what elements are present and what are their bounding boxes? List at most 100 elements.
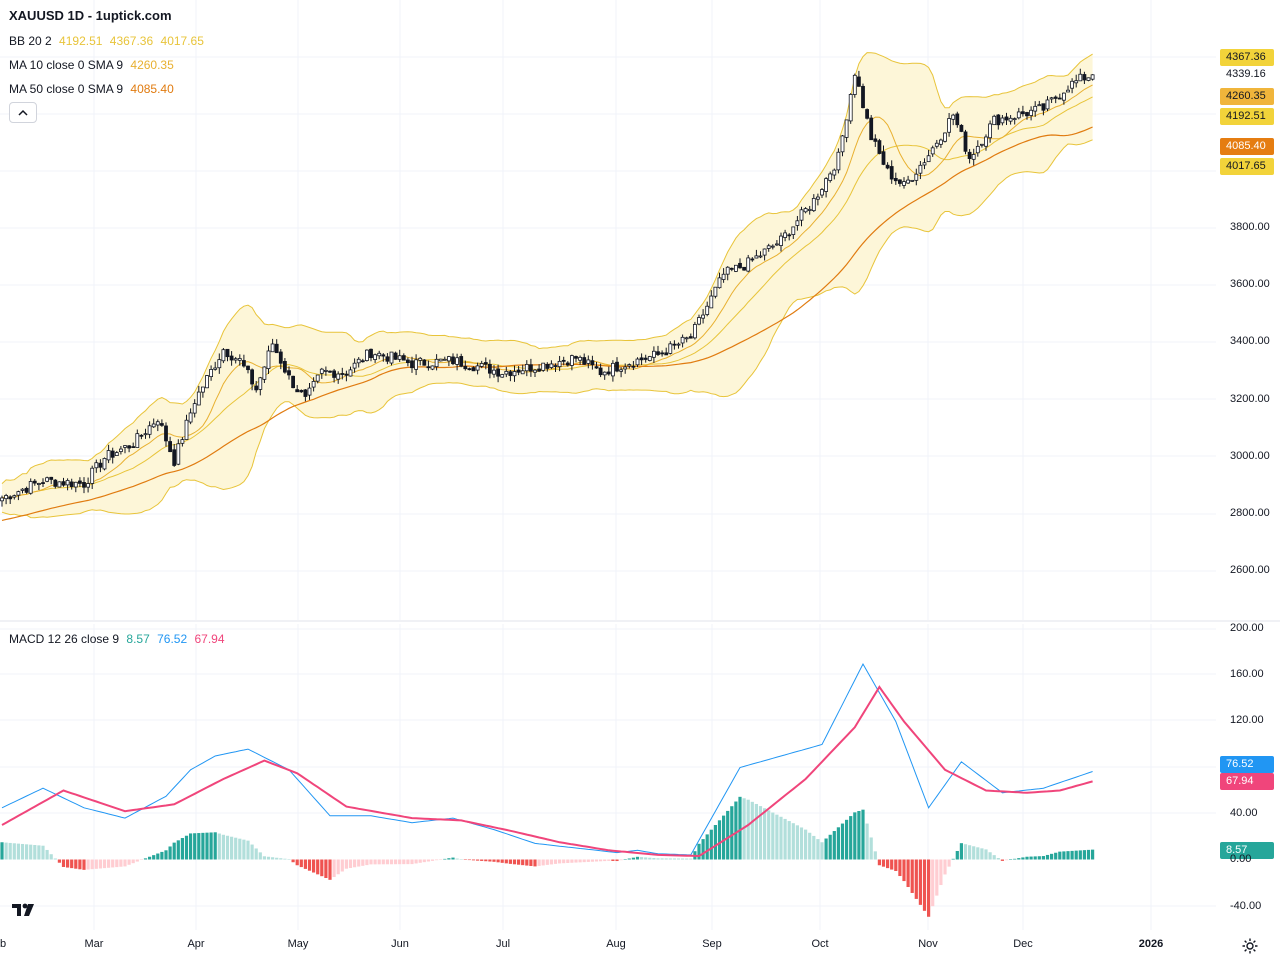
macd-hist-bar	[705, 834, 709, 860]
macd-hist-bar	[845, 819, 849, 860]
macd-hist-bar	[1017, 858, 1021, 860]
time-tick: b	[0, 938, 7, 950]
macd-hist-bar	[865, 823, 869, 860]
macd-hist-bar	[193, 833, 197, 860]
time-tick: Nov	[918, 938, 938, 950]
macd-hist-bar	[45, 849, 49, 860]
price-tick: 2600.00	[1230, 564, 1270, 576]
tradingview-logo-icon[interactable]	[10, 900, 40, 920]
macd-hist-bar	[496, 859, 500, 863]
candle-body	[479, 363, 484, 367]
macd-hist-bar	[943, 859, 947, 875]
macd-hist-bar	[25, 844, 29, 860]
candle-body	[123, 445, 127, 448]
macd-hist-bar	[922, 859, 927, 911]
macd-hist-bar	[840, 823, 845, 860]
candle-body	[623, 366, 628, 370]
macd-signal-badge: 67.94	[1220, 773, 1274, 790]
macd-hist-bar	[521, 859, 525, 866]
ma50-legend[interactable]: MA 50 close 0 SMA 9 4085.40	[9, 82, 174, 96]
candle-body	[721, 273, 726, 280]
candle-body	[836, 151, 841, 171]
candle-body	[524, 363, 529, 372]
candle-body	[410, 360, 414, 369]
candle-body	[1082, 74, 1087, 81]
macd-hist-bar	[0, 842, 4, 860]
candle-body	[262, 366, 267, 380]
macd-hist-bar	[660, 858, 664, 860]
ma50-value: 4085.40	[130, 82, 174, 96]
time-tick: Aug	[606, 938, 626, 950]
macd-hist-bar	[221, 834, 225, 860]
macd-tick: 160.00	[1230, 668, 1264, 680]
collapse-legend-button[interactable]	[9, 102, 37, 123]
candle-body	[73, 481, 78, 488]
macd-hist-bar	[541, 859, 545, 866]
macd-hist-bar	[123, 859, 127, 867]
settings-gear-icon[interactable]	[1241, 937, 1259, 955]
macd-hist-bar	[656, 858, 660, 860]
macd-hist-bar	[873, 851, 877, 860]
candle-body	[865, 109, 869, 119]
candle-body	[574, 356, 578, 359]
macd-hist-bar	[324, 859, 328, 878]
candle-body	[106, 450, 111, 461]
macd-hist-bar	[717, 820, 722, 860]
macd-hist-bar	[197, 833, 201, 860]
candle-body	[570, 355, 574, 366]
macd-hist-bar	[447, 858, 451, 860]
candle-body	[94, 462, 99, 469]
time-tick: Mar	[84, 938, 104, 950]
macd-hist-bar	[41, 845, 45, 860]
ma10-value: 4260.35	[130, 58, 174, 72]
macd-hist-bar	[66, 859, 70, 868]
candle-body	[664, 352, 669, 356]
candle-body	[401, 355, 406, 361]
candle-body	[114, 452, 119, 456]
macd-hist-bar	[771, 812, 775, 860]
macd-hist-bar	[168, 846, 172, 860]
macd-legend[interactable]: MACD 12 26 close 9 8.57 76.52 67.94	[9, 632, 225, 646]
macd-hist-bar	[586, 859, 590, 862]
candle-body	[688, 336, 693, 339]
ma10-legend[interactable]: MA 10 close 0 SMA 9 4260.35	[9, 58, 174, 72]
macd-hist-bar	[918, 859, 922, 905]
candle-body	[713, 286, 718, 297]
candle-body	[360, 360, 365, 363]
macd-hist-bar	[98, 859, 102, 869]
candle-body	[652, 350, 656, 358]
time-tick: Oct	[811, 938, 829, 950]
candle-body	[385, 356, 390, 362]
macd-hist-bar	[488, 859, 492, 862]
candle-body	[914, 173, 919, 181]
candle-body	[602, 371, 607, 376]
candle-body	[16, 491, 21, 496]
macd-hist-bar	[262, 856, 266, 860]
macd-hist-bar	[767, 810, 771, 860]
macd-hist-bar	[357, 859, 361, 867]
macd-hist-bar	[763, 808, 767, 860]
candle-body	[340, 373, 345, 375]
bb-legend[interactable]: BB 20 2 4192.51 4367.36 4017.65	[9, 34, 204, 48]
macd-hist-bar	[664, 858, 668, 860]
candle-body	[861, 85, 865, 109]
macd-hist-bar	[910, 859, 914, 893]
candle-body	[274, 343, 279, 354]
macd-hist-bar	[676, 858, 681, 860]
macd-hist-bar	[53, 858, 57, 860]
candle-body	[373, 354, 378, 360]
candle-body	[729, 267, 734, 270]
candle-body	[0, 497, 4, 502]
candle-body	[984, 136, 988, 147]
macd-hist-bar	[603, 859, 607, 862]
macd-hist-bar	[463, 859, 467, 860]
price-tick: 3600.00	[1230, 278, 1270, 290]
macd-hist-bar	[250, 844, 254, 860]
macd-hist-bar	[758, 806, 763, 860]
candle-body	[844, 119, 849, 138]
macd-hist-bar	[562, 859, 566, 864]
macd-hist-bar	[734, 801, 738, 860]
candle-body	[520, 370, 525, 375]
candle-body	[467, 368, 472, 371]
